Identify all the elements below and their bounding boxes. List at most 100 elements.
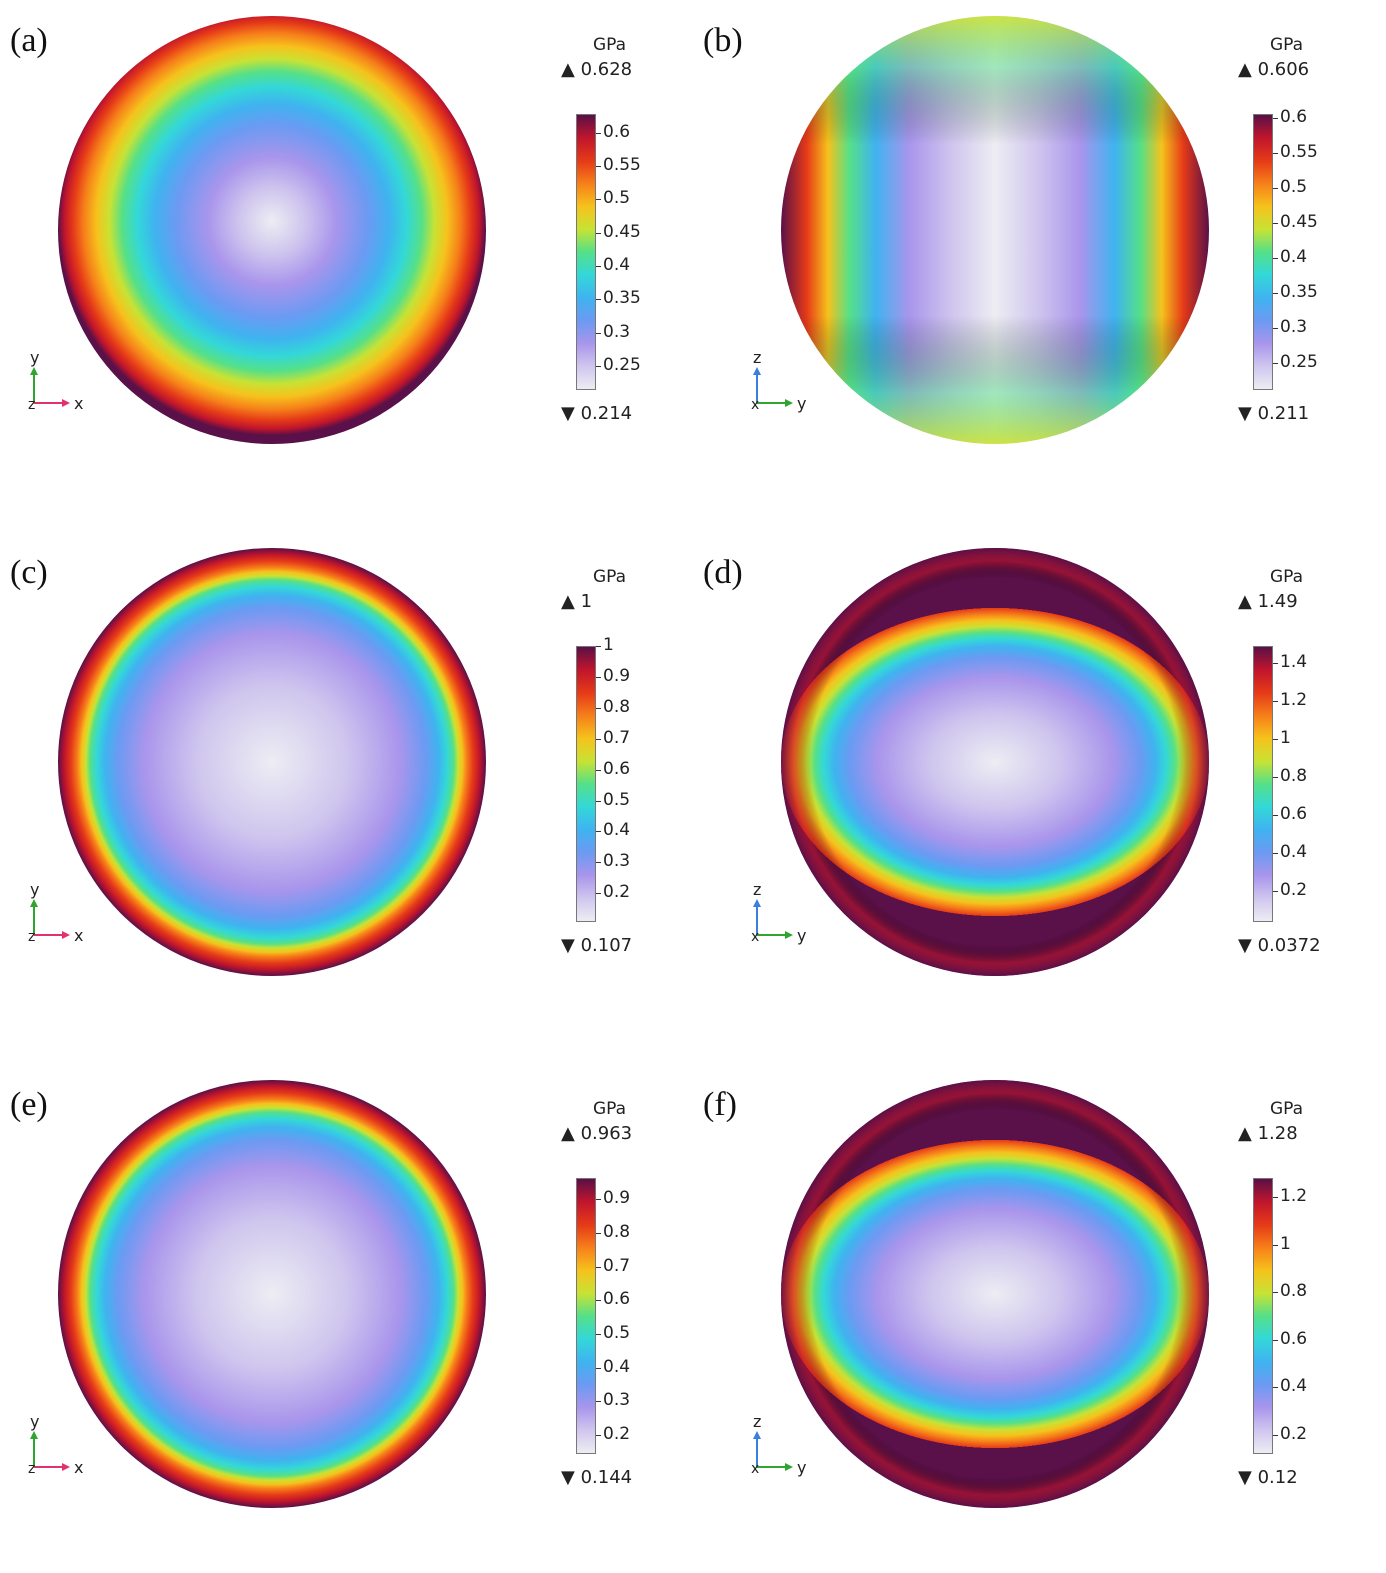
colorbar-tick-mark <box>596 676 601 678</box>
colorbar-tick-mark <box>596 1401 601 1403</box>
legend-max-value: ▲ 1.28 <box>1238 1123 1298 1144</box>
colorbar-tick-mark <box>596 738 601 740</box>
legend-unit: GPa <box>1270 567 1304 587</box>
axis-label-vertical: z <box>753 880 761 899</box>
panel-label: (e) <box>10 1086 48 1123</box>
contour-field <box>58 548 486 976</box>
axis-label-vertical: y <box>30 880 39 899</box>
contour-field <box>58 1080 486 1508</box>
axis-label-out-of-plane: z <box>28 397 35 413</box>
colorbar-tick-mark <box>596 1367 601 1369</box>
colorbar-tick-label: 0.5 <box>1280 177 1308 198</box>
colorbar-tick-label: 0.55 <box>603 155 641 175</box>
colorbar <box>1253 646 1273 922</box>
colorbar-tick-label: 0.4 <box>1280 246 1308 267</box>
legend-max-value: ▲ 1 <box>561 591 593 612</box>
axis-label-out-of-plane: z <box>28 1461 35 1477</box>
axis-label-horizontal: x <box>74 394 83 413</box>
colorbar-tick-mark <box>1273 362 1278 364</box>
colorbar-tick-label: 0.8 <box>603 1221 631 1242</box>
contour-rim <box>781 548 1209 976</box>
colorbar-tick-label: 0.6 <box>1280 1328 1308 1349</box>
colorbar-tick-label: 0.35 <box>603 288 641 309</box>
colorbar-tick-mark <box>596 893 601 895</box>
colorbar-tick-label: 0.3 <box>1280 316 1308 337</box>
colorbar-tick-mark <box>596 769 601 771</box>
colorbar-tick-mark <box>1273 663 1278 665</box>
colorbar <box>1253 1178 1273 1454</box>
stress-contour-plot <box>58 548 486 976</box>
panel-c: (c) GPa ▲ 1 ▼ 0.107 0.2 0.3 0.4 0.5 0.6 0.7 0.8 0.9… <box>0 532 693 1041</box>
colorbar-tick-label: 0.9 <box>603 665 631 686</box>
colorbar-tick-mark <box>596 232 601 234</box>
colorbar-tick-label: 1 <box>1280 728 1291 749</box>
legend-unit: GPa <box>593 567 627 587</box>
stress-contour-plot <box>58 16 486 444</box>
colorbar-tick-mark <box>1273 1387 1278 1389</box>
colorbar-tick-mark <box>1273 188 1278 190</box>
axis-label-vertical: y <box>30 348 39 367</box>
colorbar-tick-label: 0.8 <box>1280 1281 1308 1302</box>
colorbar-tick-mark <box>596 1435 601 1437</box>
legend-min-value: ▼ 0.107 <box>561 935 633 956</box>
colorbar-tick-mark <box>596 800 601 802</box>
colorbar <box>1253 114 1273 390</box>
colorbar-tick-mark <box>1273 118 1278 120</box>
axis-triad: z y x <box>751 348 806 413</box>
colorbar-tick-label: 1.2 <box>1280 690 1308 711</box>
axis-label-horizontal: y <box>797 926 806 945</box>
colorbar-tick-label: 0.3 <box>603 851 631 872</box>
colorbar-tick-label: 0.4 <box>603 1356 631 1377</box>
stress-contour-plot <box>781 1080 1209 1508</box>
stress-contour-plot <box>781 16 1209 444</box>
axis-label-out-of-plane: x <box>751 929 759 945</box>
legend-unit: GPa <box>593 35 627 55</box>
colorbar-tick-mark <box>1273 815 1278 817</box>
colorbar-tick-mark <box>596 299 601 301</box>
colorbar-tick-mark <box>596 332 601 334</box>
colorbar-tick-label: 0.5 <box>603 188 631 209</box>
panel-b: (b) GPa ▲ 0.606 ▼ 0.211 0.25 0.3 0.35 0.4 0.45 0.… <box>693 0 1386 509</box>
colorbar-tick-mark <box>1273 701 1278 703</box>
legend-max-value: ▲ 0.606 <box>1238 59 1310 80</box>
legend-max-value: ▲ 0.963 <box>561 1123 633 1144</box>
colorbar-tick-label: 0.55 <box>1280 142 1318 163</box>
colorbar-tick-label: 0.5 <box>603 789 631 810</box>
axis-label-horizontal: y <box>797 1458 806 1477</box>
colorbar-tick-label: 0.5 <box>603 1323 631 1344</box>
colorbar-tick-label: 0.4 <box>603 820 631 841</box>
colorbar-tick-label: 1 <box>1280 1233 1291 1254</box>
legend-min-value: ▼ 0.144 <box>561 1467 633 1488</box>
panel-a: (a) GPa ▲ 0.628 ▼ 0.214 0.25 0.3 0.35 0.4 0.45 0.… <box>0 0 693 509</box>
legend-min-value: ▼ 0.211 <box>1238 403 1310 424</box>
legend-min-value: ▼ 0.0372 <box>1238 935 1321 956</box>
colorbar-tick-mark <box>1273 853 1278 855</box>
colorbar-tick-label: 0.2 <box>1280 880 1308 901</box>
colorbar-tick-mark <box>596 366 601 367</box>
axis-label-out-of-plane: x <box>751 1461 759 1477</box>
colorbar-tick-mark <box>596 707 601 709</box>
colorbar-tick-mark <box>1273 1197 1278 1199</box>
colorbar-tick-label: 0.45 <box>603 221 641 242</box>
colorbar-tick-label: 0.3 <box>603 321 631 342</box>
colorbar-tick-label: 1 <box>603 635 614 655</box>
axis-label-horizontal: x <box>74 926 83 945</box>
colorbar-tick-mark <box>1273 223 1278 224</box>
panel-d: (d) GPa ▲ 1.49 ▼ 0.0372 0.2 0.4 0.6 0.8 1 1.2 1.4 z… <box>693 532 1386 1041</box>
axis-triad: z y x <box>751 1412 806 1477</box>
colorbar <box>576 114 596 390</box>
colorbar-tick-label: 0.6 <box>603 121 631 142</box>
colorbar-tick-mark <box>1273 1292 1278 1294</box>
legend-unit: GPa <box>1270 35 1304 55</box>
colorbar-tick-label: 1.2 <box>1280 1186 1308 1207</box>
legend-unit: GPa <box>1270 1099 1304 1119</box>
colorbar <box>576 646 596 922</box>
colorbar-tick-mark <box>596 831 601 833</box>
panel-label: (a) <box>10 22 48 59</box>
legend-max-value: ▲ 0.628 <box>561 59 633 80</box>
axis-triad: y x z <box>28 1412 83 1477</box>
legend-min-value: ▼ 0.214 <box>561 403 633 424</box>
colorbar-tick-mark <box>1273 257 1278 259</box>
colorbar-tick-mark <box>1273 327 1278 329</box>
colorbar-tick-mark <box>596 1334 601 1336</box>
